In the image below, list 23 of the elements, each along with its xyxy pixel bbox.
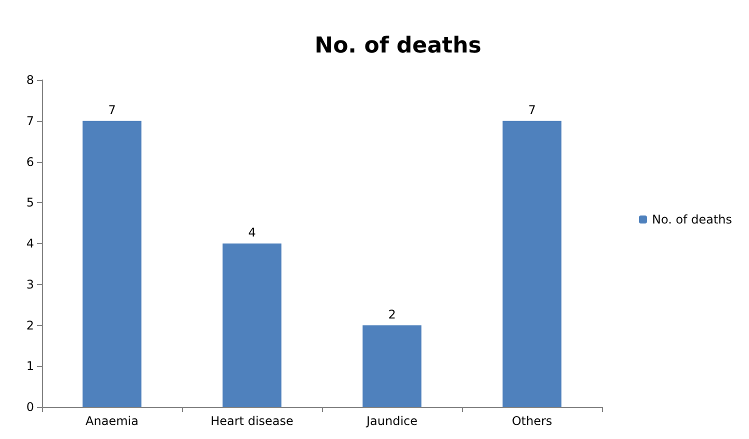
bar bbox=[502, 120, 562, 407]
chart-title: No. of deaths bbox=[314, 34, 482, 58]
data-label: 7 bbox=[108, 102, 116, 117]
data-label: 7 bbox=[528, 102, 536, 117]
data-label: 4 bbox=[248, 226, 256, 240]
y-tick-label: 3 bbox=[26, 277, 34, 292]
y-tick-label: 5 bbox=[26, 196, 34, 210]
x-tick-label: Anaemia bbox=[86, 414, 138, 428]
y-tick-label: 7 bbox=[26, 114, 34, 128]
y-tick-label: 4 bbox=[26, 236, 34, 250]
bar bbox=[222, 244, 282, 407]
y-tick-label: 0 bbox=[26, 400, 34, 414]
legend-label: No. of deaths bbox=[652, 212, 732, 226]
data-label: 2 bbox=[388, 307, 396, 322]
x-tick-label: Heart disease bbox=[210, 414, 294, 428]
y-tick-label: 1 bbox=[26, 359, 34, 374]
bar bbox=[82, 120, 142, 407]
y-tick-label: 6 bbox=[26, 154, 34, 169]
bar bbox=[362, 325, 422, 407]
y-tick-label: 8 bbox=[26, 73, 34, 87]
y-tick-label: 2 bbox=[26, 318, 34, 332]
x-tick-label: Others bbox=[512, 414, 552, 428]
x-tick-label: Jaundice bbox=[365, 414, 418, 428]
